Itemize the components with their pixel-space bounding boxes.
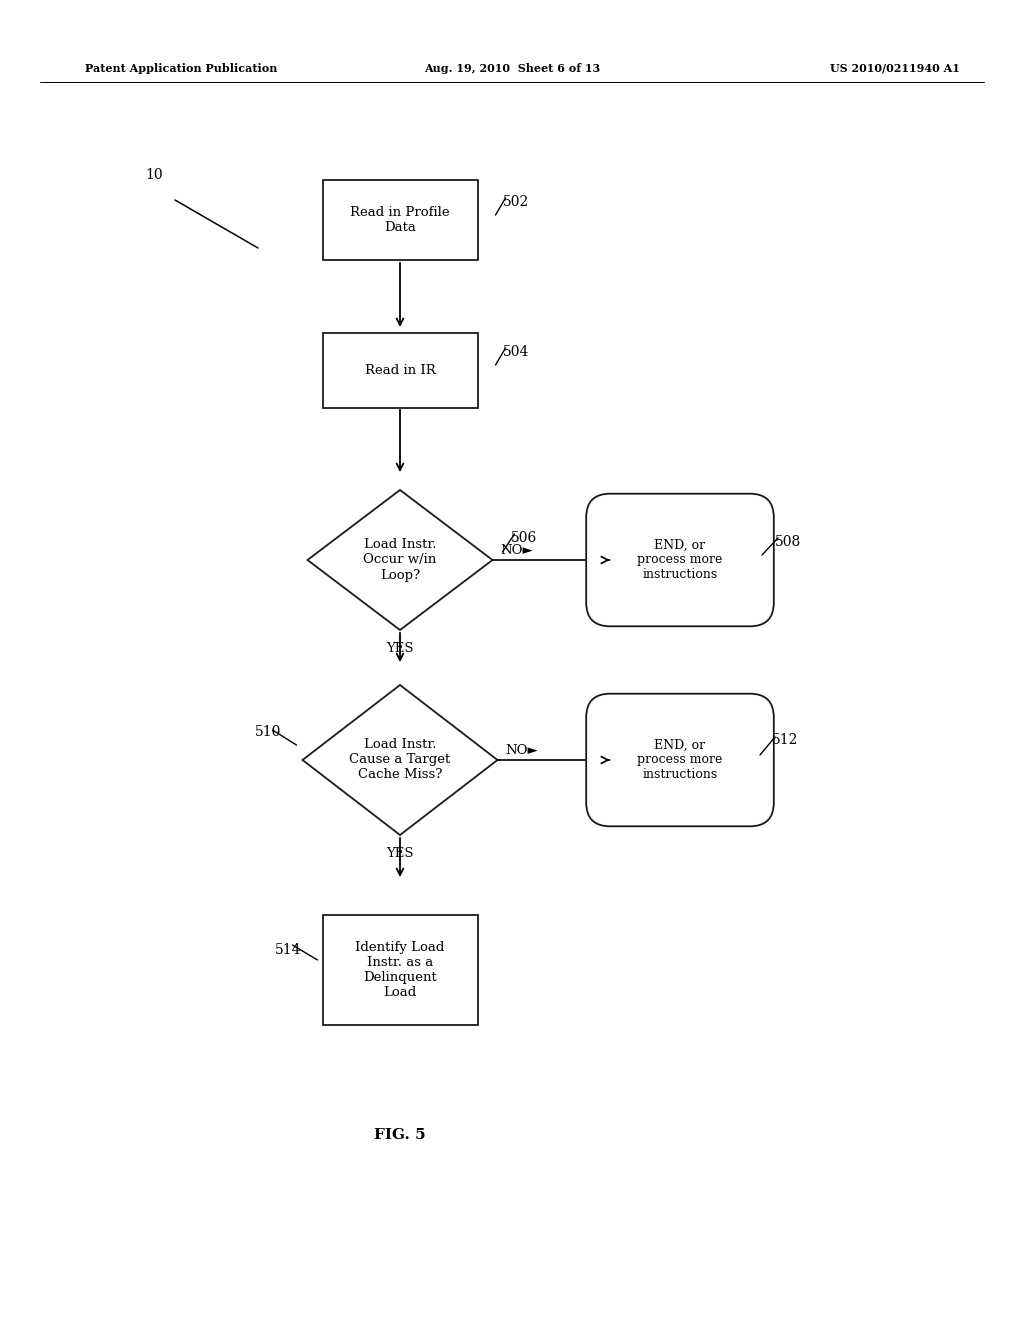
Polygon shape — [302, 685, 498, 836]
Text: Read in IR: Read in IR — [365, 363, 435, 376]
Text: 502: 502 — [503, 195, 528, 209]
Text: END, or
process more
instructions: END, or process more instructions — [637, 539, 723, 582]
Text: NO►: NO► — [505, 743, 538, 756]
Text: NO►: NO► — [500, 544, 532, 557]
Text: YES: YES — [386, 847, 414, 861]
Text: Aug. 19, 2010  Sheet 6 of 13: Aug. 19, 2010 Sheet 6 of 13 — [424, 62, 600, 74]
Text: 508: 508 — [775, 535, 801, 549]
Text: Patent Application Publication: Patent Application Publication — [85, 62, 278, 74]
Text: END, or
process more
instructions: END, or process more instructions — [637, 738, 723, 781]
Text: 512: 512 — [772, 733, 799, 747]
Bar — [323, 333, 477, 408]
Text: YES: YES — [386, 642, 414, 655]
Text: US 2010/0211940 A1: US 2010/0211940 A1 — [830, 62, 961, 74]
Text: 506: 506 — [511, 531, 537, 545]
Text: 10: 10 — [145, 168, 163, 182]
FancyBboxPatch shape — [586, 694, 774, 826]
Text: 510: 510 — [255, 725, 281, 739]
Text: 514: 514 — [274, 942, 301, 957]
Text: Read in Profile
Data: Read in Profile Data — [350, 206, 450, 234]
Text: Identify Load
Instr. as a
Delinquent
Load: Identify Load Instr. as a Delinquent Loa… — [355, 941, 444, 999]
Polygon shape — [307, 490, 493, 630]
Text: 504: 504 — [503, 345, 528, 359]
FancyBboxPatch shape — [586, 494, 774, 626]
Text: FIG. 5: FIG. 5 — [374, 1129, 426, 1142]
Text: Load Instr.
Cause a Target
Cache Miss?: Load Instr. Cause a Target Cache Miss? — [349, 738, 451, 781]
Bar — [323, 915, 477, 1026]
Text: Load Instr.
Occur w/in
Loop?: Load Instr. Occur w/in Loop? — [364, 539, 436, 582]
Bar — [323, 180, 477, 260]
